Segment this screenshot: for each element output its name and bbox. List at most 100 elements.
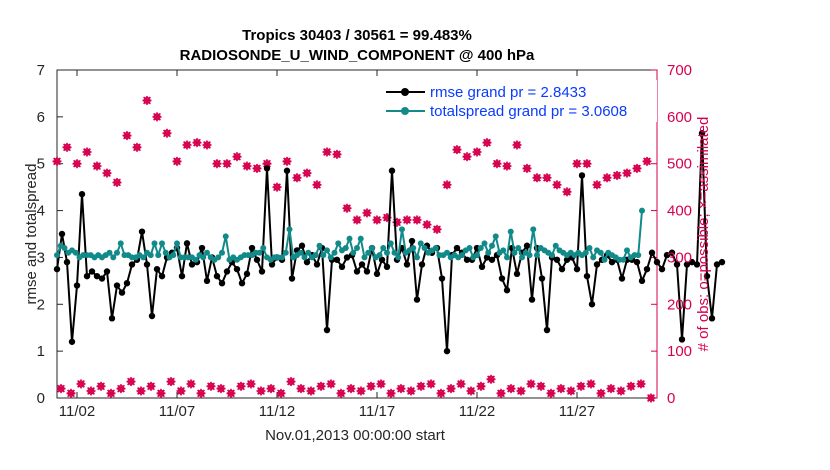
legend-box bbox=[379, 80, 657, 122]
data-marks bbox=[52, 95, 726, 403]
rmse-point bbox=[438, 275, 446, 282]
obs-count-marker bbox=[322, 147, 332, 157]
obs-count-marker bbox=[292, 173, 302, 183]
obs-count-marker bbox=[362, 208, 372, 218]
rmse-point bbox=[78, 190, 86, 198]
y-tick-label-right: 500 bbox=[667, 156, 692, 173]
totalspread-point bbox=[399, 226, 405, 233]
rmse-point bbox=[93, 272, 101, 280]
rmse-point bbox=[573, 265, 581, 273]
x-tick-label: 11/17 bbox=[359, 403, 395, 420]
obs-count-low-marker bbox=[626, 381, 636, 391]
legend-spread-label: totalspread grand pr = 3.0608 bbox=[430, 103, 627, 120]
obs-count-low-marker bbox=[426, 379, 436, 389]
obs-count-low-marker bbox=[616, 386, 626, 396]
rmse-point bbox=[643, 265, 651, 273]
obs-count-marker bbox=[542, 173, 552, 183]
obs-count-marker bbox=[582, 159, 592, 169]
obs-count-low-marker bbox=[206, 381, 216, 391]
obs-count-low-marker bbox=[76, 379, 86, 389]
rmse-point bbox=[223, 268, 231, 275]
totalspread-point bbox=[147, 252, 154, 259]
x-tick-label: 11/02 bbox=[59, 403, 95, 420]
totalspread-point bbox=[369, 245, 375, 252]
rmse-point bbox=[678, 336, 686, 343]
totalspread-point bbox=[500, 247, 507, 254]
totalspread-point bbox=[376, 252, 383, 259]
rmse-point bbox=[113, 282, 121, 289]
rmse-point bbox=[98, 275, 106, 282]
obs-count-marker bbox=[112, 177, 122, 187]
rmse-point bbox=[243, 270, 251, 278]
obs-count-low-marker bbox=[556, 384, 566, 394]
obs-count-low-marker bbox=[116, 384, 126, 394]
obs-count-low-marker bbox=[126, 377, 136, 387]
obs-count-low-marker bbox=[646, 393, 656, 403]
obs-count-marker bbox=[472, 147, 482, 157]
rmse-point bbox=[408, 237, 416, 245]
totalspread-point bbox=[316, 242, 323, 249]
totalspread-point bbox=[485, 249, 492, 256]
totalspread-point bbox=[489, 242, 495, 249]
totalspread-point bbox=[342, 245, 349, 252]
legend-rmse-marker bbox=[401, 88, 409, 96]
obs-count-low-marker bbox=[576, 381, 586, 391]
obs-count-marker bbox=[122, 131, 132, 141]
chart-title-line1: Tropics 30403 / 30561 = 99.483% bbox=[242, 27, 472, 44]
obs-count-marker bbox=[282, 156, 292, 166]
obs-count-low-marker bbox=[186, 379, 196, 389]
totalspread-point bbox=[534, 252, 540, 259]
rmse-point bbox=[688, 258, 696, 266]
totalspread-point bbox=[519, 254, 525, 261]
obs-count-low-marker bbox=[456, 379, 466, 389]
totalspread-point bbox=[477, 245, 484, 252]
obs-count-low-marker bbox=[356, 386, 366, 396]
obs-count-low-marker bbox=[376, 379, 386, 389]
obs-count-marker bbox=[442, 180, 452, 190]
totalspread-point bbox=[72, 249, 79, 256]
rmse-point bbox=[128, 261, 136, 268]
plot-area bbox=[56, 69, 658, 399]
rmse-point bbox=[483, 254, 491, 261]
obs-count-low-marker bbox=[346, 384, 356, 394]
obs-count-low-marker bbox=[66, 388, 76, 398]
totalspread-point bbox=[365, 249, 372, 256]
rmse-point bbox=[338, 263, 346, 270]
totalspread-point bbox=[215, 254, 222, 261]
obs-count-marker bbox=[232, 152, 242, 162]
obs-count-marker bbox=[512, 140, 522, 150]
obs-count-marker bbox=[302, 168, 312, 178]
rmse-point bbox=[478, 263, 486, 270]
obs-count-low-marker bbox=[406, 386, 416, 396]
y-tick-label-left: 7 bbox=[37, 62, 45, 79]
rmse-point bbox=[498, 275, 506, 282]
y-tick-label-left: 2 bbox=[37, 296, 45, 313]
obs-count-marker bbox=[82, 147, 92, 157]
plot-frame bbox=[56, 69, 658, 399]
obs-count-marker bbox=[72, 159, 82, 169]
totalspread-point bbox=[444, 249, 450, 256]
totalspread-point bbox=[395, 254, 402, 261]
obs-count-marker bbox=[372, 215, 382, 225]
totalspread-point bbox=[335, 240, 342, 247]
totalspread-point bbox=[155, 252, 162, 259]
obs-count-marker bbox=[622, 168, 632, 178]
y-tick-label-left: 4 bbox=[37, 203, 45, 220]
obs-count-low-marker bbox=[476, 381, 486, 391]
totalspread-point bbox=[597, 249, 604, 256]
totalspread-point bbox=[384, 249, 390, 256]
rmse-point bbox=[233, 265, 241, 273]
totalspread-point bbox=[387, 240, 394, 247]
obs-count-low-marker bbox=[586, 379, 596, 389]
obs-count-marker bbox=[452, 145, 462, 155]
totalspread-point bbox=[511, 249, 518, 256]
rmse-point bbox=[58, 230, 66, 238]
rmse-point bbox=[288, 275, 296, 282]
obs-count-marker bbox=[52, 156, 62, 166]
obs-count-low-marker bbox=[146, 381, 156, 391]
totalspread-point bbox=[590, 254, 597, 261]
totalspread-point bbox=[414, 254, 420, 261]
rmse-point bbox=[103, 268, 111, 275]
obs-count-low-marker bbox=[516, 386, 526, 396]
legend-spread-marker bbox=[401, 107, 409, 115]
